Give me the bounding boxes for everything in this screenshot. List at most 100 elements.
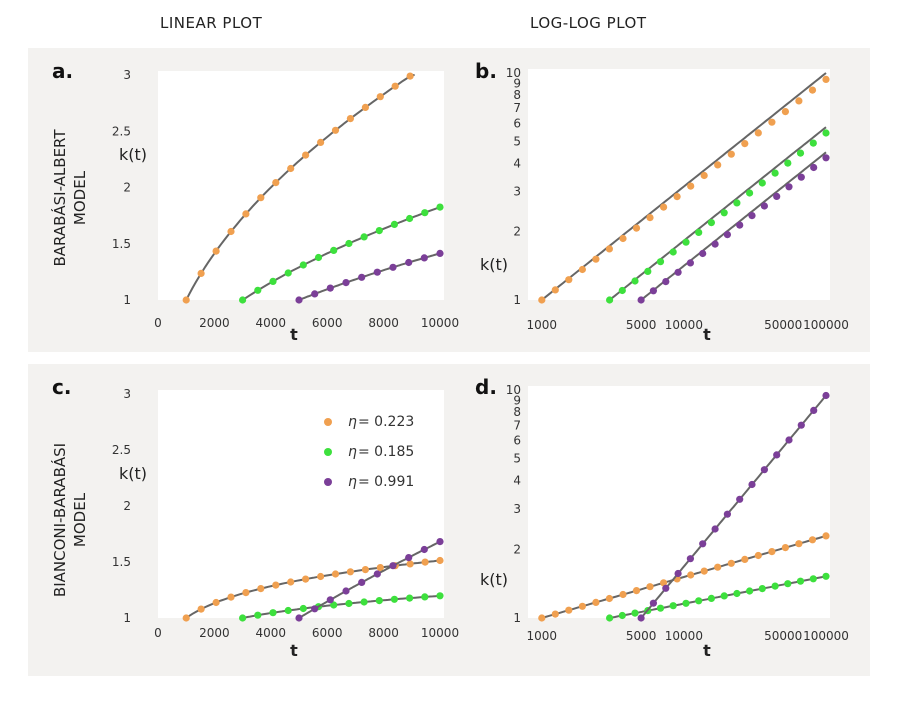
- panel-b-point-purple: [760, 202, 769, 210]
- panel-b-point-purple: [686, 259, 695, 267]
- panel-a-fit-line-orange: [185, 74, 415, 301]
- panel-a-point-orange: [212, 247, 220, 255]
- panel-c-ylabel: k(t): [119, 464, 147, 483]
- panel-b-point-orange: [578, 265, 587, 274]
- panel-c-point-green: [360, 598, 368, 606]
- panel-a-point-orange: [331, 126, 340, 134]
- panel-b-xtick-label: 10000: [665, 318, 703, 332]
- panel-b-point-purple: [785, 183, 793, 191]
- legend-label: = 0.991: [358, 474, 414, 490]
- panel-c-ytick-label: 1: [123, 611, 131, 625]
- panel-c-point-purple: [326, 596, 334, 604]
- panel-b-point-orange: [660, 203, 668, 211]
- panel-b-ytick-label: 1: [513, 293, 521, 307]
- panel-c-point-orange: [376, 564, 384, 572]
- panel-a-point-green: [269, 277, 277, 285]
- panel-a-point-purple: [405, 258, 413, 267]
- panel-a-fit-line-purple: [298, 252, 441, 301]
- panel-d-point-orange: [700, 567, 708, 575]
- panel-b-point-green: [746, 189, 754, 197]
- panel-d-point-green: [733, 589, 741, 598]
- panel-b-point-green: [707, 219, 716, 227]
- panel-b-point-orange: [673, 193, 681, 201]
- panel-b-point-green: [796, 149, 805, 157]
- panel-c-point-green: [436, 592, 444, 600]
- panel-d-point-orange: [754, 551, 762, 560]
- panel-d-point-orange: [795, 540, 803, 548]
- panel-b-point-green: [618, 286, 626, 295]
- legend-symbol: η: [348, 414, 357, 430]
- panel-b-point-purple: [822, 154, 830, 162]
- panel-b-point-orange: [714, 161, 722, 169]
- panel-a-ytick-label: 1: [123, 293, 131, 307]
- panel-c-point-orange: [257, 585, 265, 593]
- panel-c-point-orange: [197, 605, 205, 613]
- panel-d-point-green: [796, 577, 805, 585]
- panel-b-xlabel: t: [703, 325, 711, 344]
- log-log-plot-title: LOG-LOG PLOT: [530, 14, 647, 32]
- panel-a-point-purple: [436, 249, 444, 257]
- panel-a-point-green: [390, 220, 398, 228]
- panel-d-point-orange: [578, 602, 587, 610]
- panel-d-ytick-label: 9: [513, 393, 521, 407]
- panel-c-point-orange: [436, 556, 444, 565]
- panel-d-ytick-label: 1: [513, 611, 521, 625]
- panel-a-point-orange: [197, 269, 205, 277]
- panel-a-point-green: [284, 269, 292, 277]
- panel-b-xtick-label: 100000: [803, 318, 849, 332]
- panel-a-point-orange: [391, 82, 399, 90]
- panel-c-point-green: [254, 611, 262, 619]
- panel-b-point-orange: [754, 129, 762, 137]
- panel-a-letter: a.: [52, 59, 73, 83]
- panel-c-point-green: [375, 597, 383, 605]
- panel-b-point-orange: [768, 118, 776, 126]
- legend-symbol: η: [348, 474, 357, 490]
- panel-a-point-green: [330, 246, 338, 254]
- panel-b-point-purple: [797, 173, 805, 181]
- panel-a-point-orange: [182, 296, 190, 304]
- panel-c-ytick-label: 3: [123, 387, 131, 401]
- panel-d-point-purple: [662, 584, 670, 592]
- panel-a-xtick-label: 0: [154, 316, 162, 330]
- panel-c-point-purple: [405, 554, 413, 562]
- panel-a-xtick-label: 8000: [368, 316, 399, 330]
- panel-a-point-orange: [361, 103, 369, 111]
- panel-d-xtick-label: 100000: [803, 629, 849, 643]
- panel-d-point-orange: [822, 532, 830, 540]
- panel-c-point-orange: [421, 558, 429, 566]
- panel-b-point-purple: [649, 287, 658, 295]
- panel-a-xlabel: t: [290, 325, 298, 344]
- panel-d-xlabel: t: [703, 641, 711, 660]
- panel-b-point-orange: [687, 182, 695, 190]
- panel-a-point-orange: [346, 115, 354, 123]
- panel-b-point-green: [682, 238, 690, 246]
- panel-c-point-green: [269, 609, 277, 617]
- panel-d-point-orange: [619, 590, 627, 599]
- panel-c-fit-line-purple: [298, 540, 441, 619]
- panel-a-point-purple: [358, 273, 366, 281]
- panel-b-point-orange: [565, 276, 573, 284]
- panel-d-point-purple: [637, 614, 645, 622]
- panel-d-ytick-label: 10: [506, 383, 521, 397]
- panel-a-ytick-label: 3: [123, 68, 131, 82]
- panel-b-ytick-label: 7: [513, 101, 521, 115]
- panel-c-point-orange: [406, 560, 414, 568]
- panel-b-point-purple: [637, 296, 645, 304]
- panel-d-point-green: [656, 604, 665, 612]
- panel-b-point-orange: [741, 140, 749, 148]
- panel-c-point-green: [284, 606, 292, 615]
- panel-c-point-orange: [331, 570, 340, 578]
- panel-d-ytick-label: 3: [513, 502, 521, 516]
- panel-a-point-orange: [302, 151, 310, 159]
- panel-b-letter: b.: [475, 59, 497, 83]
- panel-b-point-purple: [723, 231, 732, 239]
- panel-a-point-orange: [406, 72, 414, 80]
- panel-c-xtick-label: 10000: [421, 626, 459, 640]
- panel-a-point-purple: [342, 279, 350, 287]
- panel-c-point-orange: [302, 575, 310, 583]
- panel-a-point-purple: [420, 254, 428, 262]
- panel-b-point-green: [822, 129, 830, 137]
- panel-c-xlabel: t: [290, 641, 298, 660]
- panel-b-point-green: [720, 209, 728, 217]
